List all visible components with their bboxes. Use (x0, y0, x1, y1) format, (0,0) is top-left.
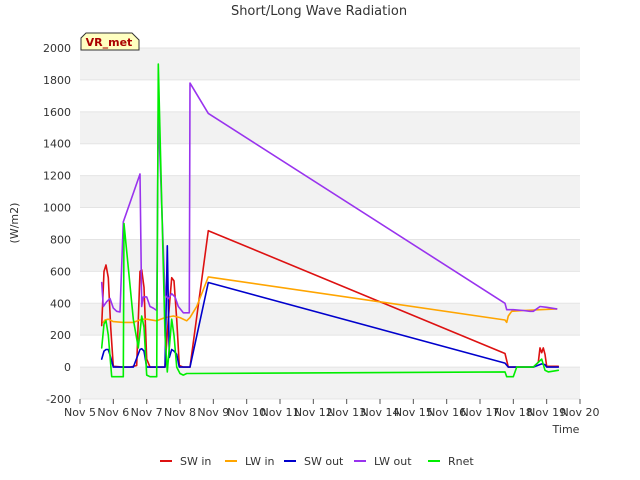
y-tick-label: 600 (50, 265, 71, 278)
x-tick-label: Nov 5 (64, 406, 96, 419)
band (80, 143, 580, 176)
y-tick-label: 1000 (43, 202, 71, 215)
badge-box (80, 32, 140, 51)
y-tick-label: -200 (46, 393, 71, 406)
x-axis-label: Time (552, 423, 580, 436)
y-tick-label: 0 (64, 361, 71, 374)
legend-label: LW in (245, 455, 275, 468)
x-tick-label: Nov 7 (131, 406, 163, 419)
x-tick-label: Nov 6 (97, 406, 129, 419)
legend-label: SW out (304, 455, 344, 468)
series-line-lw-in (102, 276, 558, 324)
band (80, 48, 580, 80)
x-tick-label: Nov 16 (427, 406, 466, 419)
x-tick-label: Nov 13 (327, 406, 366, 419)
legend-item: Rnet (428, 455, 474, 468)
y-tick-label: 1400 (43, 138, 71, 151)
x-tick-label: Nov 10 (227, 406, 266, 419)
band (80, 79, 580, 112)
x-tick-label: Nov 20 (561, 406, 600, 419)
legend-item: SW in (160, 455, 211, 468)
band (80, 271, 580, 304)
y-tick-label: 200 (50, 329, 71, 342)
plot-area (80, 47, 580, 400)
legend-label: Rnet (448, 455, 474, 468)
legend-item: LW in (225, 455, 275, 468)
band (80, 207, 580, 240)
x-tick-label: Nov 8 (164, 406, 196, 419)
x-tick-label: Nov 19 (527, 406, 566, 419)
band (80, 111, 580, 144)
legend-item: SW out (284, 455, 344, 468)
x-tick-label: Nov 11 (261, 406, 300, 419)
y-tick-label: 1200 (43, 170, 71, 183)
x-tick-label: Nov 14 (361, 406, 400, 419)
y-axis-label: (W/m2) (8, 203, 21, 244)
station-badge: VR_met (80, 32, 140, 51)
y-tick-label: 1600 (43, 106, 71, 119)
x-tick-label: Nov 15 (394, 406, 433, 419)
x-tick-label: Nov 18 (494, 406, 533, 419)
x-tick-label: Nov 12 (294, 406, 333, 419)
x-tick-label: Nov 17 (461, 406, 500, 419)
legend: SW in LW in SW out LW out Rnet (160, 455, 474, 468)
y-tick-label: 1800 (43, 74, 71, 87)
legend-label: SW in (180, 455, 211, 468)
legend-item: LW out (354, 455, 412, 468)
band (80, 335, 580, 368)
y-tick-label: 800 (50, 233, 71, 246)
badge-label: VR_met (86, 36, 133, 49)
chart-title: Short/Long Wave Radiation (231, 4, 407, 19)
x-tick-label: Nov 9 (197, 406, 229, 419)
y-tick-label: 2000 (43, 42, 71, 55)
legend-label: LW out (374, 455, 412, 468)
band (80, 239, 580, 272)
series-line-rnet (100, 63, 560, 378)
series-line-lw-out (100, 82, 558, 314)
y-tick-label: 400 (50, 297, 71, 310)
